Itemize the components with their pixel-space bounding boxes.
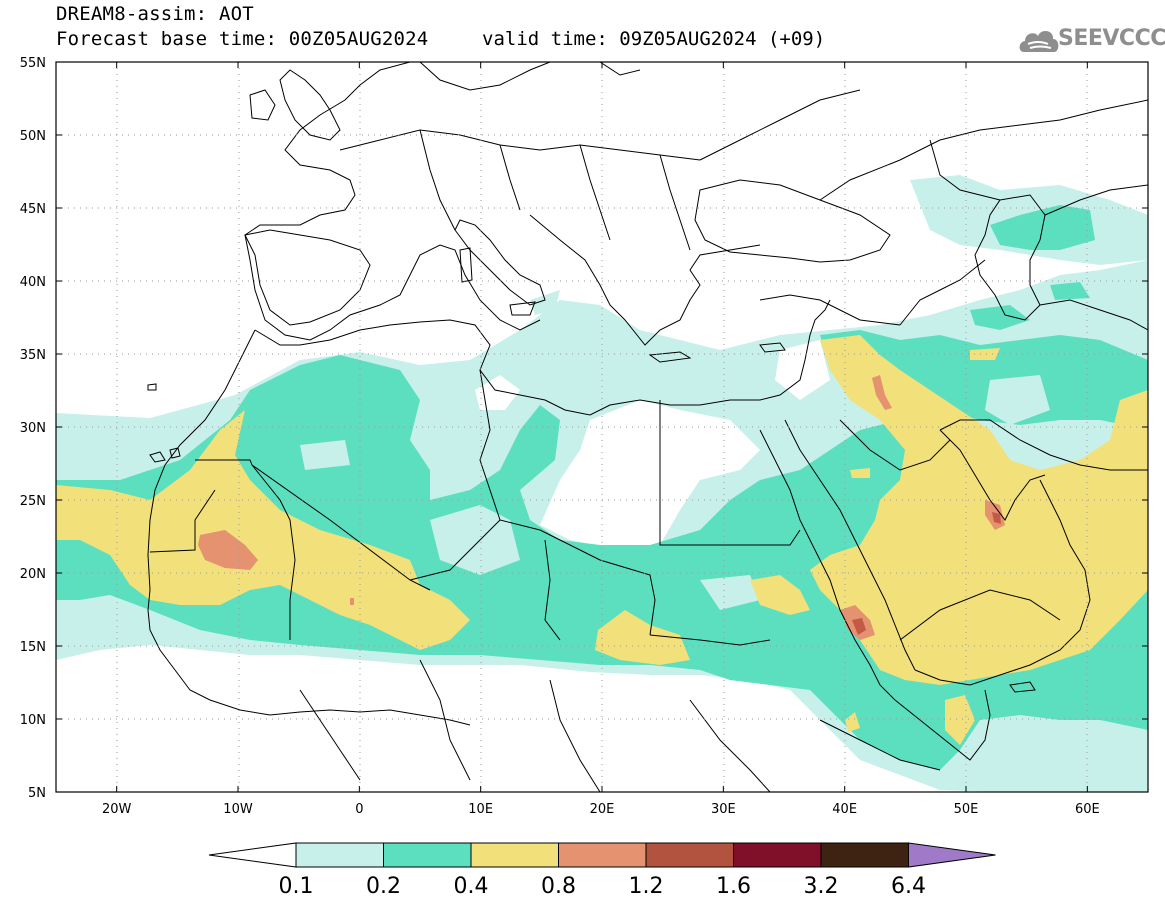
colorbar-bin [733,842,822,868]
aot-contour-0-4 [56,335,1148,745]
lat-tick-label: 55N [20,56,46,71]
valid-time: valid time: 09Z05AUG2024 (+09) [482,28,826,50]
lon-tick-label: 40E [832,802,857,817]
colorbar-bin [558,842,647,868]
lon-tick-label: 50E [954,802,979,817]
colorbar-bin [295,842,384,868]
colorbar-bin [383,842,472,868]
colorbar-bin [820,842,909,868]
colorbar-label: 0.4 [454,874,489,899]
axis-ticks [56,61,1148,793]
colorbar-bin [645,842,734,868]
lat-tick-label: 20N [20,567,46,582]
colorbar-label: 3.2 [804,874,839,899]
colorbar-above-arrow [908,842,996,868]
lat-tick-label: 10N [20,713,46,728]
lon-tick-label: 20W [102,802,132,817]
lat-lon-grid [56,62,1148,792]
colorbar-below-arrow [208,842,297,868]
colorbar-bin [470,842,559,868]
colorbar-label: 6.4 [891,874,926,899]
colorbar-label: 0.1 [279,874,314,899]
lon-tick-label: 60E [1075,802,1100,817]
lon-tick-label: 30E [711,802,736,817]
lat-tick-label: 50N [20,129,46,144]
map-title: DREAM8-assim: AOT [56,3,254,25]
lon-tick-label: 10E [468,802,493,817]
colorbar-label: 1.6 [716,874,751,899]
lat-tick-label: 40N [20,275,46,290]
longitude-labels: 20W 10W 0 10E 20E 30E 40E 50E 60E [102,802,1100,817]
lat-tick-label: 35N [20,348,46,363]
lat-tick-label: 30N [20,421,46,436]
lat-tick-label: 25N [20,494,46,509]
seevccc-logo-text: SEEVCCC [1058,26,1165,51]
cloud-logo-icon [1019,30,1059,52]
lon-tick-label: 0 [355,802,363,817]
coastlines-and-borders [147,62,1148,792]
lat-tick-label: 15N [20,640,46,655]
forecast-base-time: Forecast base time: 00Z05AUG2024 [56,28,429,50]
lon-tick-label: 10W [223,802,253,817]
lon-tick-label: 20E [590,802,615,817]
latitude-labels: 55N 50N 45N 40N 35N 30N 25N 20N 15N 10N 5N [20,56,46,801]
aot-contour-0-1-inner [300,375,1050,610]
lat-tick-label: 5N [28,786,46,801]
colorbar-label: 1.2 [629,874,664,899]
aot-contour-1-2 [852,512,1001,635]
lat-tick-label: 45N [20,202,46,217]
colorbar-label: 0.8 [541,874,576,899]
colorbar-label: 0.2 [366,874,401,899]
